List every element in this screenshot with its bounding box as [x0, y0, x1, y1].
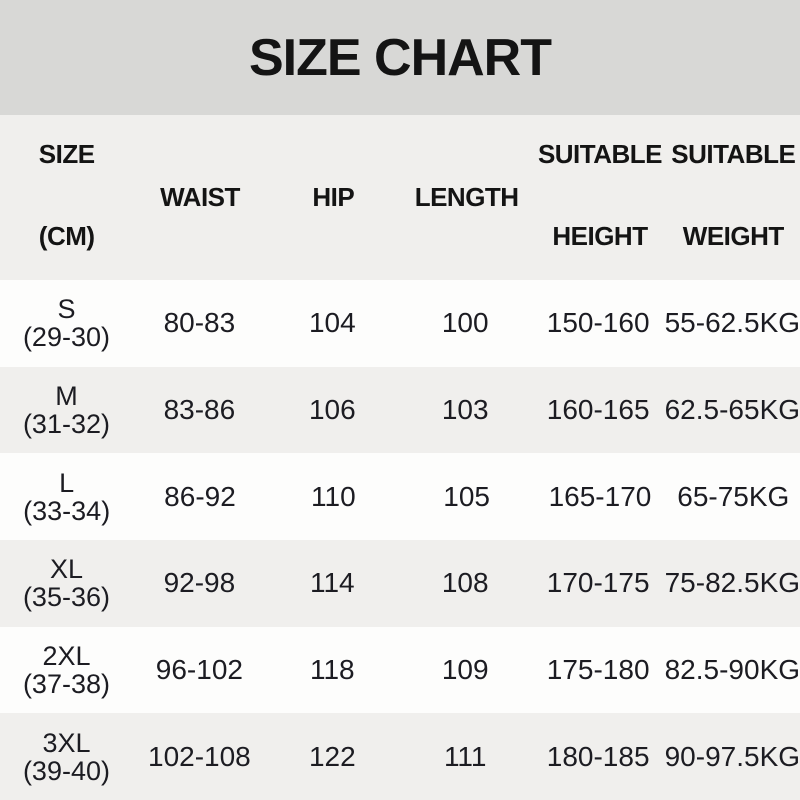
size-label: M [55, 380, 78, 411]
header-col-suitable-weight: SUITABLE WEIGHT [667, 115, 800, 280]
height-cell: 160-165 [546, 394, 650, 425]
length-cell: 100 [441, 307, 489, 339]
height-cell: 170-175 [546, 567, 650, 599]
header-label-length: LENGTH [414, 182, 519, 212]
weight-cell: 65-75KG [677, 480, 790, 512]
length-cell: 103 [441, 394, 489, 425]
table-row-3xl: 3XL (39-40) 102-108 122 111 180-185 90-9… [0, 713, 800, 800]
table-body: S (29-30) 80-83 104 100 150-160 55-62.5K… [0, 280, 800, 800]
table-row-2xl: 2XL (37-38) 96-102 118 109 175-180 82.5-… [0, 626, 800, 714]
table-row-m: M (31-32) 83-86 106 103 160-165 62.5-65K… [0, 366, 800, 454]
waist-cell: 86-92 [164, 480, 236, 512]
height-cell: 180-185 [546, 740, 650, 772]
length-cell: 108 [441, 567, 489, 599]
header-col-length: LENGTH [400, 115, 533, 280]
header-label-suitable-2: SUITABLE [671, 139, 796, 169]
hip-cell: 110 [311, 480, 356, 512]
size-label: S [57, 294, 76, 325]
header-label-suitable-1: SUITABLE [537, 139, 663, 169]
header-col-waist: WAIST [133, 115, 266, 280]
table-row-xl: XL (35-36) 92-98 114 108 170-175 75-82.5… [0, 540, 800, 627]
length-cell: 109 [441, 654, 489, 686]
hip-cell: 104 [308, 307, 356, 339]
weight-cell: 75-82.5KG [664, 567, 800, 599]
size-range-label: (33-34) [23, 495, 111, 526]
size-cell: XL (35-36) [0, 555, 133, 611]
weight-cell: 55-62.5KG [664, 307, 800, 339]
waist-cell: 102-108 [148, 740, 251, 772]
size-cell: L (33-34) [0, 469, 133, 525]
weight-cell: 90-97.5KG [664, 740, 800, 772]
size-label: L [59, 467, 75, 498]
hip-cell: 122 [308, 740, 356, 772]
waist-cell: 92-98 [163, 567, 236, 599]
size-table: SIZE (CM) WAIST HIP LENGTH SUITABLE HEIG… [0, 115, 800, 800]
height-cell: 175-180 [546, 654, 650, 686]
table-header: SIZE (CM) WAIST HIP LENGTH SUITABLE HEIG… [0, 115, 800, 280]
size-cell: 3XL (39-40) [0, 729, 133, 785]
size-range-label: (31-32) [22, 409, 110, 439]
size-range-label: (39-40) [22, 755, 110, 786]
hip-cell: 118 [309, 654, 355, 686]
size-label: 3XL [42, 727, 91, 758]
header-col-hip: HIP [267, 115, 400, 280]
size-cell: S (29-30) [0, 295, 133, 351]
header-label-size: SIZE [38, 139, 95, 169]
length-cell: 105 [443, 480, 490, 512]
weight-cell: 82.5-90KG [664, 654, 800, 686]
hip-cell: 114 [309, 567, 355, 599]
size-label: XL [49, 554, 83, 585]
length-cell: 111 [443, 740, 487, 772]
header-col-suitable-height: SUITABLE HEIGHT [533, 115, 666, 280]
hip-cell: 106 [308, 394, 356, 425]
header-label-hip: HIP [312, 182, 355, 212]
header-label-cm: (CM) [38, 221, 95, 251]
waist-cell: 80-83 [163, 307, 236, 339]
header-label-height: HEIGHT [552, 221, 648, 251]
page-title: SIZE CHART [249, 28, 552, 87]
table-row-l: L (33-34) 86-92 110 105 165-170 65-75KG [0, 453, 800, 541]
size-label: 2XL [42, 640, 91, 671]
header-label-waist: WAIST [160, 182, 240, 212]
size-range-label: (37-38) [22, 669, 110, 700]
height-cell: 165-170 [548, 480, 652, 512]
waist-cell: 96-102 [155, 654, 243, 686]
waist-cell: 83-86 [163, 394, 236, 425]
height-cell: 150-160 [546, 307, 650, 339]
table-row-s: S (29-30) 80-83 104 100 150-160 55-62.5K… [0, 280, 800, 367]
header-label-weight: WEIGHT [682, 221, 785, 251]
size-range-label: (29-30) [22, 322, 110, 353]
size-range-label: (35-36) [22, 582, 110, 613]
weight-cell: 62.5-65KG [664, 394, 800, 425]
size-cell: 2XL (37-38) [0, 642, 133, 698]
title-banner: SIZE CHART [0, 0, 800, 115]
size-cell: M (31-32) [0, 382, 133, 438]
header-col-size: SIZE (CM) [0, 115, 133, 280]
